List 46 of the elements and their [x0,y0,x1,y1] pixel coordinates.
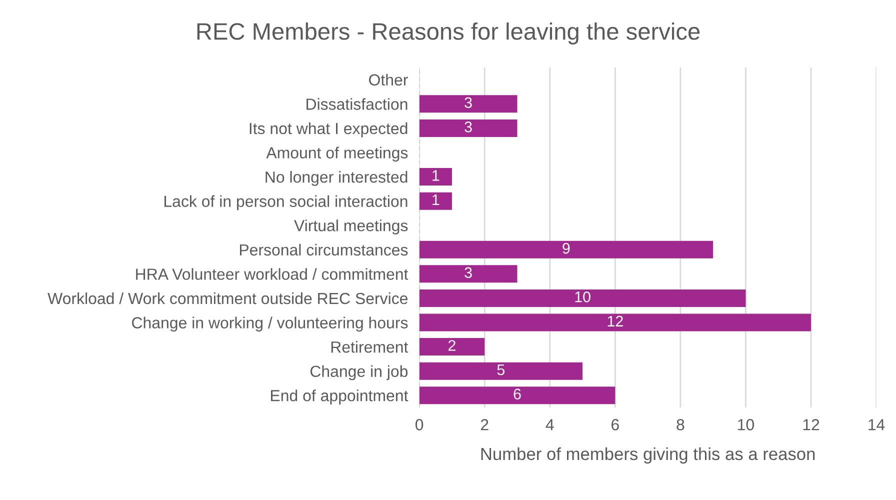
data-label: 2 [448,340,456,351]
y-tick-label: Other [369,74,408,86]
data-label: 9 [562,242,570,254]
bar [419,265,518,283]
data-label: 6 [514,388,521,400]
bar [419,168,452,186]
y-tick-label: End of appointment [271,390,408,404]
y-tick-label: Its not what I expected [250,122,408,138]
x-tick-label: 6 [612,419,619,430]
x-tick-label: 4 [546,419,554,430]
x-tick-label: 12 [803,419,820,430]
bar [419,192,452,210]
data-label: 3 [464,267,472,278]
bar [419,386,616,404]
x-axis-title: Number of members giving this as a reason [481,447,815,464]
bar [419,362,583,380]
x-tick-label: 8 [676,419,684,430]
y-tick-label: Personal circumstances [240,244,408,256]
data-label: 1 [432,194,440,206]
y-tick-label: Dissatisfaction [306,98,408,110]
data-label: 3 [464,97,472,108]
data-label: 5 [497,364,505,376]
x-tick-label: 10 [738,419,754,430]
bar [419,119,518,137]
bar [419,338,485,356]
y-tick-label: No longer interested [266,171,408,186]
y-tick-label: Workload / Work commitment outside REC Service [48,292,408,304]
bar [419,314,812,332]
y-tick-label: HRA Volunteer workload / commitment [136,268,408,280]
y-tick-label: Amount of meetings [266,146,408,162]
data-label: 12 [608,316,623,326]
data-label: 1 [432,170,440,181]
bar [419,289,746,307]
data-label: 3 [464,121,472,132]
y-tick-label: Change in job [310,365,408,380]
data-label: 10 [575,291,590,302]
chart-title: REC Members - Reasons for leaving the service [197,22,700,45]
y-tick-label: Retirement [331,341,408,353]
bar [419,95,518,113]
x-tick-label: 0 [416,419,424,430]
x-tick-label: 14 [868,419,885,430]
y-tick-label: Lack of in person social interaction [164,195,408,210]
x-tick-label: 2 [480,419,488,430]
y-tick-label: Virtual meetings [294,220,408,234]
y-tick-label: Change in working / volunteering hours [132,316,408,332]
bar [419,240,714,258]
